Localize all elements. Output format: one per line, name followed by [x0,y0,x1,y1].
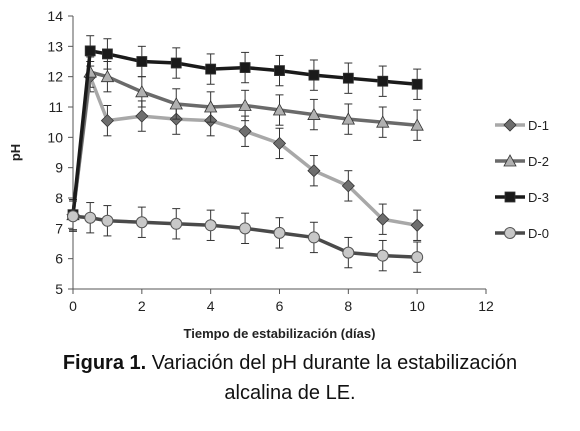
legend: D-1 D-2 D-3 D-0 [495,118,549,241]
y-tick-label: 6 [55,251,63,267]
data-point [84,211,97,224]
x-tick-label: 2 [138,298,146,314]
series-d-2 [66,56,424,231]
data-point [169,97,183,110]
x-tick-label: 10 [409,298,425,314]
x-tick-label: 8 [344,298,352,314]
data-point [170,217,183,230]
data-point [410,118,424,131]
data-point [204,219,217,232]
data-point [376,249,389,262]
series-line [71,74,418,228]
caption-text-line2: alcalina de LE. [224,382,356,404]
data-point [239,62,251,73]
data-point [102,48,113,60]
data-point [100,114,114,128]
data-point [101,214,114,227]
legend-label: D-0 [528,226,549,241]
data-point [205,63,217,75]
data-point [307,231,320,244]
legend-marker [504,191,516,203]
y-axis-title: pH [8,144,23,161]
data-point [376,115,390,128]
legend-item-d-3: D-3 [495,190,549,205]
y-tick-label: 10 [47,129,63,145]
data-point [341,179,355,193]
x-axis-title: Tiempo de estabilización (días) [184,326,376,340]
data-point [272,136,287,150]
data-point [238,98,252,111]
legend-item-d-2: D-2 [495,154,549,169]
y-tick-label: 11 [48,99,63,115]
caption-label: Figura 1. [62,352,147,374]
data-point [239,222,252,235]
y-tick-label: 5 [55,281,63,297]
data-point [170,57,182,69]
axes: 5 6 7 8 9 10 11 12 13 14 0 2 4 6 8 10 12 Tiempo de estabi… [8,8,494,340]
data-point [203,100,218,113]
legend-label: D-1 [528,118,549,133]
legend-label: D-2 [528,154,549,169]
series-d-0 [67,200,424,273]
data-point [238,124,252,138]
figure-caption: Figura 1. Variación del pH durante la es… [0,348,580,408]
data-point [411,251,424,264]
data-point [308,69,320,81]
data-point [342,72,354,84]
x-tick-label: 6 [276,298,284,314]
data-point [377,75,389,87]
legend-marker [503,154,517,167]
ph-line-chart: 5 6 7 8 9 10 11 12 13 14 0 2 4 6 8 10 12 Tiempo de estabi… [8,8,549,340]
data-point [341,112,356,125]
plot-area [66,35,424,273]
y-tick-label: 12 [47,69,63,85]
data-point [136,56,148,67]
data-point [100,69,115,83]
x-tick-label: 12 [478,298,494,314]
data-point [376,212,390,226]
y-tick-label: 13 [47,38,63,54]
data-point [307,164,321,178]
data-point [307,107,321,120]
data-point [135,216,148,229]
data-point [67,210,79,223]
y-tick-label: 9 [55,160,63,176]
legend-item-d-0: D-0 [495,226,549,241]
data-point [274,65,285,76]
y-tick-label: 7 [55,220,63,236]
data-point [135,109,149,123]
data-point [411,78,423,90]
x-tick-label: 4 [207,298,215,314]
y-tick-label: 14 [47,8,63,24]
data-point [272,103,287,116]
legend-item-d-1: D-1 [495,118,549,133]
y-tick-label: 8 [55,190,63,206]
data-point [410,218,424,232]
data-point [273,226,286,239]
x-tick-label: 0 [69,298,77,314]
legend-label: D-3 [528,190,549,205]
legend-marker [504,227,516,239]
caption-text-line1: Variación del pH durante la estabilizaci… [146,352,518,374]
data-point [84,45,96,57]
legend-marker [503,118,517,132]
data-point [135,84,149,98]
data-point [342,246,355,259]
